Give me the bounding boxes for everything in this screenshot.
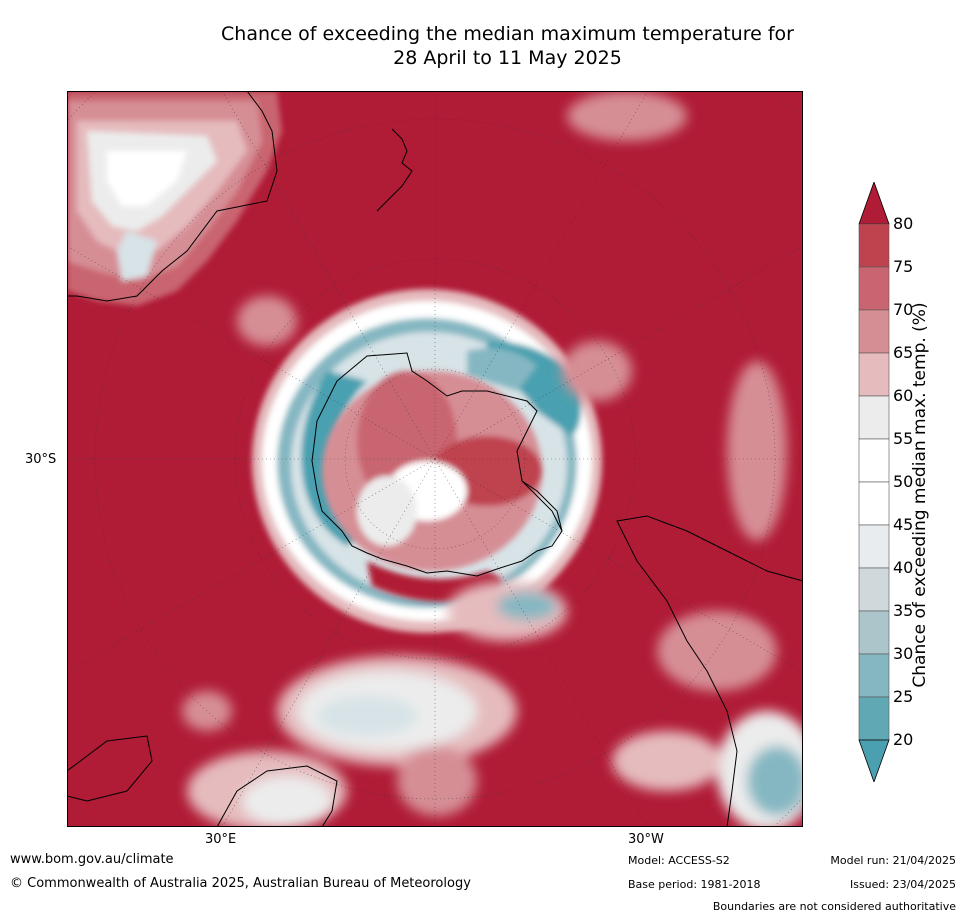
colorbar-tick-label: 45 (893, 515, 914, 534)
model-run-text: Model run: 21/04/2025 (830, 854, 956, 867)
colorbar-band (858, 309, 890, 354)
colorbar-band (858, 481, 890, 526)
colorbar-title: Chance of exceeding median max. temp. (%… (910, 302, 930, 688)
colorbar-band (858, 438, 890, 483)
colorbar-tick-label: 75 (893, 257, 914, 276)
antarctic-interior (322, 371, 542, 602)
colorbar (858, 180, 890, 784)
colorbar-band (858, 610, 890, 655)
antarctic-peninsula-coastline (521, 480, 563, 532)
madagascar-coastline (67, 735, 153, 802)
chart-title: Chance of exceeding the median maximum t… (0, 22, 965, 70)
colorbar-band (858, 266, 890, 311)
colorbar-band (858, 653, 890, 698)
colorbar-tick-label: 20 (893, 730, 914, 749)
colorbar-tick-label: 70 (893, 300, 914, 319)
colorbar-bottom-arrow (858, 739, 890, 784)
colorbar-band (858, 696, 890, 741)
colorbar-tick-label: 65 (893, 343, 914, 362)
africa-coastline (216, 765, 338, 827)
lon-30e-label: 30°E (205, 832, 237, 847)
map-svg (67, 91, 803, 827)
colorbar-tick-label: 60 (893, 386, 914, 405)
issued-text: Issued: 23/04/2025 (849, 878, 956, 891)
website-text: www.bom.gov.au/climate (10, 852, 174, 867)
colorbar-tick-label: 35 (893, 601, 914, 620)
colorbar-tick-label: 80 (893, 214, 914, 233)
graticule (67, 91, 803, 827)
colorbar-svg (858, 180, 890, 784)
australia-region (67, 91, 282, 306)
map-frame (67, 91, 803, 827)
disclaimer-text: Boundaries are not considered authoritat… (712, 900, 956, 913)
new-zealand-coastline (376, 128, 413, 212)
title-line-2: 28 April to 11 May 2025 (393, 47, 622, 69)
colorbar-tick-label: 50 (893, 472, 914, 491)
ocean-patches (182, 91, 803, 827)
colorbar-band (858, 395, 890, 440)
title-line-1: Chance of exceeding the median maximum t… (221, 23, 794, 45)
colorbar-tick-label: 30 (893, 644, 914, 663)
lat-30s-label: 30°S (25, 452, 57, 467)
colorbar-band (858, 567, 890, 612)
model-text: Model: ACCESS-S2 (628, 854, 730, 867)
lon-30w-label: 30°W (628, 832, 664, 847)
colorbar-band (858, 524, 890, 569)
polar-map (67, 91, 803, 827)
colorbar-tick-label: 40 (893, 558, 914, 577)
antarctica-coastline (311, 352, 563, 577)
colorbar-top-arrow (858, 180, 890, 225)
colorbar-tick-label: 25 (893, 687, 914, 706)
colorbar-band (858, 352, 890, 397)
coastlines (67, 91, 803, 827)
colorbar-tick-label: 55 (893, 429, 914, 448)
copyright-text: © Commonwealth of Australia 2025, Austra… (10, 876, 471, 891)
base-period-text: Base period: 1981-2018 (628, 878, 761, 891)
south-america-coastline (616, 515, 803, 827)
australia-coastline (67, 91, 278, 302)
colorbar-band (858, 223, 890, 268)
